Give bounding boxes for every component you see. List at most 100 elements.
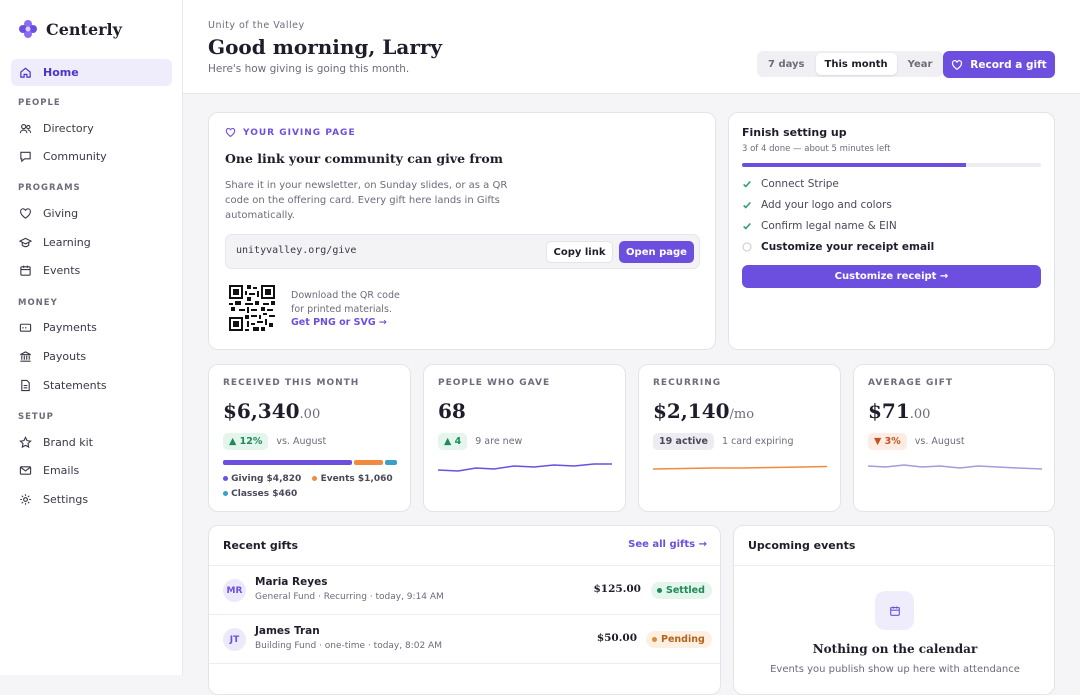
sidebar-item-community[interactable]: Community bbox=[11, 143, 172, 170]
page-title: Good morning, Larry bbox=[208, 35, 443, 59]
range-year[interactable]: Year bbox=[907, 58, 933, 70]
breakdown-legend: Giving $4,820 Events $1,060 Classes $460 bbox=[223, 472, 403, 502]
sidebar-item-payments[interactable]: Payments bbox=[11, 314, 172, 341]
legend-classes: Classes $460 bbox=[223, 489, 297, 499]
gift-meta: General Fund · Recurring · today, 9:14 A… bbox=[255, 592, 444, 602]
checklist-item[interactable]: Connect Stripe bbox=[742, 173, 1041, 194]
customize-receipt-button[interactable]: Customize receipt → bbox=[742, 265, 1041, 288]
sidebar-item-label: Events bbox=[43, 264, 81, 277]
people-icon bbox=[19, 124, 32, 134]
brand[interactable]: Centerly bbox=[18, 19, 122, 39]
stat-value: $6,340.00 bbox=[223, 399, 320, 423]
qr-text-line-1: Download the QR code bbox=[291, 290, 400, 301]
legend-giving: Giving $4,820 bbox=[223, 474, 301, 484]
checklist-item[interactable]: Customize your receipt email bbox=[742, 236, 1041, 257]
checklist-item[interactable]: Confirm legal name & EIN bbox=[742, 215, 1041, 236]
range-7-days[interactable]: 7 days bbox=[768, 58, 805, 70]
checklist-label: Confirm legal name & EIN bbox=[761, 219, 897, 232]
avatar: MR bbox=[223, 579, 246, 602]
heart-icon bbox=[225, 128, 236, 138]
range-this-month[interactable]: This month bbox=[815, 53, 897, 75]
legend-text: Events $1,060 bbox=[320, 474, 393, 484]
sidebar-item-label: Directory bbox=[43, 122, 94, 135]
sidebar-item-emails[interactable]: Emails bbox=[11, 457, 172, 484]
legend-text: Classes $460 bbox=[231, 489, 298, 499]
sidebar-item-settings[interactable]: Settings bbox=[11, 486, 172, 513]
table-row[interactable]: JT James Tran Building Fund · one-time ·… bbox=[209, 614, 720, 663]
checklist-item[interactable]: Add your logo and colors bbox=[742, 194, 1041, 215]
breakdown-segment bbox=[384, 460, 397, 465]
sidebar-item-events[interactable]: Events bbox=[11, 257, 172, 284]
qr-text-line-2: for printed materials. bbox=[291, 303, 392, 315]
stat-delta-row: ▲ 12% vs. August bbox=[223, 433, 326, 450]
see-all-gifts-link[interactable]: See all gifts → bbox=[628, 539, 707, 550]
checklist-label: Connect Stripe bbox=[761, 177, 839, 190]
setup-card: Finish setting up 3 of 4 done — about 5 … bbox=[728, 112, 1055, 350]
get-png-svg-link[interactable]: Get PNG or SVG → bbox=[291, 317, 387, 328]
star-icon bbox=[19, 436, 32, 449]
chat-bubble-icon bbox=[20, 151, 31, 163]
stat-label: PEOPLE WHO GAVE bbox=[438, 378, 551, 388]
breakdown-segment bbox=[223, 460, 353, 465]
delta-pill: ▲ 4 bbox=[438, 433, 468, 450]
document-icon bbox=[21, 379, 30, 392]
status-dot bbox=[657, 588, 662, 593]
stat-delta-row: 19 active 1 card expiring bbox=[653, 433, 793, 450]
copy-link-button[interactable]: Copy link bbox=[546, 241, 613, 263]
divider bbox=[734, 565, 1054, 566]
delta-note: 9 are new bbox=[475, 436, 523, 447]
sidebar-section-money: MONEY bbox=[18, 298, 58, 308]
qr-code-image[interactable] bbox=[229, 285, 275, 331]
sidebar-item-giving[interactable]: Giving bbox=[11, 200, 172, 227]
sidebar-item-learning[interactable]: Learning bbox=[11, 229, 172, 256]
delta-note: vs. August bbox=[276, 436, 327, 447]
giving-page-description: Share it in your newsletter, on Sunday s… bbox=[225, 180, 508, 221]
sidebar-item-statements[interactable]: Statements bbox=[11, 372, 172, 399]
empty-state-body: Events you publish show up here with att… bbox=[770, 664, 1020, 675]
stat-value: $71.00 bbox=[868, 399, 930, 423]
empty-state-title: Nothing on the calendar bbox=[812, 642, 978, 656]
bank-icon bbox=[20, 351, 31, 362]
page-subtitle: Here's how giving is going this month. bbox=[208, 63, 410, 75]
sidebar-item-directory[interactable]: Directory bbox=[11, 115, 172, 142]
sidebar-item-label: Emails bbox=[43, 464, 80, 477]
status-badge: Settled bbox=[651, 582, 712, 599]
stat-card-recurring: RECURRING $2,140/mo 19 active 1 card exp… bbox=[638, 364, 841, 512]
record-gift-label: Record a gift bbox=[970, 58, 1047, 71]
stat-main: $2,140 bbox=[653, 399, 730, 423]
sidebar-item-brand-kit[interactable]: Brand kit bbox=[11, 429, 172, 456]
gift-meta: Building Fund · one-time · today, 8:02 A… bbox=[255, 641, 442, 651]
sidebar-item-label: Statements bbox=[43, 379, 107, 392]
status-badge: Pending bbox=[646, 631, 712, 648]
checkmark-icon bbox=[743, 222, 751, 230]
status-text: Pending bbox=[661, 634, 705, 645]
stat-cents: .00 bbox=[909, 407, 931, 422]
sidebar-item-payouts[interactable]: Payouts bbox=[11, 343, 172, 370]
organization-name: Unity of the Valley bbox=[208, 20, 305, 31]
checklist-label: Customize your receipt email bbox=[761, 240, 935, 253]
upcoming-events-card: Upcoming events Nothing on the calendar … bbox=[733, 525, 1055, 695]
table-row[interactable] bbox=[209, 663, 720, 694]
sidebar-item-home[interactable]: Home bbox=[11, 59, 172, 86]
sidebar-section-programs: PROGRAMS bbox=[18, 183, 81, 193]
breakdown-segment bbox=[354, 460, 383, 465]
page-header: Unity of the Valley Good morning, Larry … bbox=[183, 0, 1080, 94]
recent-gifts-title: Recent gifts bbox=[223, 539, 299, 552]
recurring-note: 1 card expiring bbox=[722, 436, 794, 447]
stat-main: $71 bbox=[868, 399, 910, 423]
record-gift-button[interactable]: Record a gift bbox=[943, 51, 1055, 78]
gift-amount: $125.00 bbox=[593, 583, 642, 595]
graduation-cap-icon bbox=[19, 237, 32, 248]
stat-label: RECURRING bbox=[653, 378, 722, 388]
setup-checklist: Connect Stripe Add your logo and colors … bbox=[742, 173, 1041, 257]
stat-value: 68 bbox=[438, 399, 466, 423]
checklist-label: Add your logo and colors bbox=[761, 198, 892, 211]
delta-pill: ▼ 3% bbox=[868, 433, 907, 450]
giving-url[interactable]: unityvalley.org/give bbox=[236, 245, 357, 256]
legend-dot bbox=[223, 476, 228, 481]
table-row[interactable]: MR Maria Reyes General Fund · Recurring … bbox=[209, 565, 720, 614]
open-page-button[interactable]: Open page bbox=[619, 241, 694, 263]
active-pill: 19 active bbox=[653, 433, 715, 450]
recent-gifts-card: Recent gifts See all gifts → MR Maria Re… bbox=[208, 525, 721, 695]
setup-progress-fill bbox=[742, 163, 967, 167]
